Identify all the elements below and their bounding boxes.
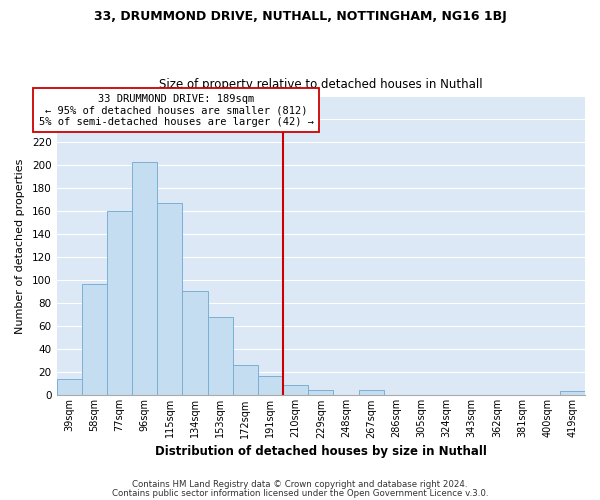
X-axis label: Distribution of detached houses by size in Nuthall: Distribution of detached houses by size …	[155, 444, 487, 458]
Bar	[107, 212, 132, 396]
Bar	[283, 385, 308, 396]
Text: 33, DRUMMOND DRIVE, NUTHALL, NOTTINGHAM, NG16 1BJ: 33, DRUMMOND DRIVE, NUTHALL, NOTTINGHAM,…	[94, 10, 506, 23]
Bar	[182, 290, 208, 396]
Bar	[132, 162, 157, 396]
Text: 33 DRUMMOND DRIVE: 189sqm
← 95% of detached houses are smaller (812)
5% of semi-: 33 DRUMMOND DRIVE: 189sqm ← 95% of detac…	[38, 94, 314, 126]
Title: Size of property relative to detached houses in Nuthall: Size of property relative to detached ho…	[159, 78, 482, 91]
Bar	[82, 284, 107, 396]
Bar	[258, 376, 283, 396]
Bar	[359, 390, 383, 396]
Bar	[56, 380, 82, 396]
Bar	[233, 366, 258, 396]
Bar	[208, 317, 233, 396]
Bar	[157, 204, 182, 396]
Bar	[560, 391, 585, 396]
Bar	[308, 390, 334, 396]
Text: Contains HM Land Registry data © Crown copyright and database right 2024.: Contains HM Land Registry data © Crown c…	[132, 480, 468, 489]
Y-axis label: Number of detached properties: Number of detached properties	[15, 158, 25, 334]
Text: Contains public sector information licensed under the Open Government Licence v.: Contains public sector information licen…	[112, 490, 488, 498]
